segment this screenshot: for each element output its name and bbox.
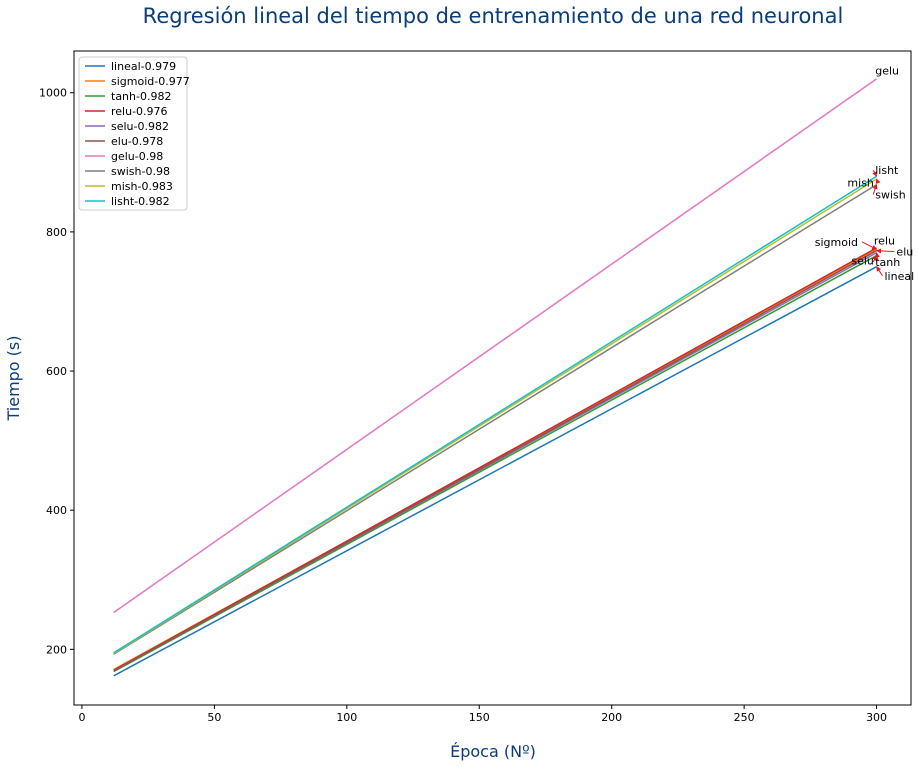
annotation-lisht: lisht xyxy=(875,164,899,177)
x-axis-label: Época (Nº) xyxy=(450,742,536,761)
annotation-arrow-mish xyxy=(875,178,881,185)
series-line-elu xyxy=(113,250,877,672)
legend-entry-elu: elu-0.978 xyxy=(111,135,163,148)
annotation-elu: elu xyxy=(896,246,913,259)
annotation-mish: mish xyxy=(847,177,874,190)
annotation-arrow-lineal xyxy=(876,266,883,277)
legend-entry-swish: swish-0.98 xyxy=(111,165,170,178)
annotation-arrow-lisht xyxy=(872,169,878,177)
y-tick-label: 400 xyxy=(46,504,67,517)
y-tick-label: 600 xyxy=(46,365,67,378)
x-tick-label: 250 xyxy=(734,711,755,724)
x-tick-label: 200 xyxy=(601,711,622,724)
annotation-arrow-sigmoid xyxy=(861,241,878,250)
x-axis: 0 50 100 150 200 250 300 xyxy=(78,705,887,724)
x-tick-label: 150 xyxy=(469,711,490,724)
annotation-relu: relu xyxy=(874,234,895,247)
annotation-swish: swish xyxy=(875,188,906,201)
x-tick-label: 300 xyxy=(866,711,887,724)
annotation-tanh: tanh xyxy=(875,256,900,269)
y-tick-label: 800 xyxy=(46,226,67,239)
legend-entry-sigmoid: sigmoid-0.977 xyxy=(111,75,190,88)
annotation-gelu: gelu xyxy=(875,65,899,78)
series-line-gelu xyxy=(113,78,877,614)
x-tick-label: 50 xyxy=(207,711,221,724)
series-line-lisht xyxy=(113,175,877,654)
annotation-arrow-selu xyxy=(874,252,880,261)
series-line-relu xyxy=(113,247,877,671)
annotation-arrow-tanh xyxy=(872,255,878,263)
legend-entry-lineal: lineal-0.979 xyxy=(111,60,176,73)
y-axis-label: Tiempo (s) xyxy=(4,335,23,421)
y-tick-label: 1000 xyxy=(39,87,67,100)
legend-box xyxy=(78,56,188,211)
series-line-swish xyxy=(113,183,877,655)
annotation-lineal: lineal xyxy=(885,270,915,283)
annotation-arrow-elu xyxy=(876,248,895,254)
legend-entry-tanh: tanh-0.982 xyxy=(111,90,171,103)
x-tick-label: 0 xyxy=(78,711,85,724)
series-line-mish xyxy=(113,178,877,655)
legend: lineal-0.979 sigmoid-0.977 tanh-0.982 relu-… xyxy=(78,56,190,211)
plot-frame xyxy=(73,50,912,706)
legend-entry-lisht: lisht-0.982 xyxy=(111,195,170,208)
series-line-tanh xyxy=(113,254,877,673)
y-tick-label: 200 xyxy=(46,643,67,656)
chart-title: Regresión lineal del tiempo de entrenami… xyxy=(143,4,844,28)
annotation-sigmoid: sigmoid xyxy=(815,236,858,249)
series-line-lineal xyxy=(113,266,877,677)
legend-entry-mish: mish-0.983 xyxy=(111,180,173,193)
legend-entry-relu: relu-0.976 xyxy=(111,105,168,118)
y-axis: 200 400 600 800 1000 xyxy=(39,87,74,656)
annotation-arrow-swish xyxy=(872,184,878,195)
x-tick-label: 100 xyxy=(336,711,357,724)
legend-entry-selu: selu-0.982 xyxy=(111,120,169,133)
annotation-selu: selu xyxy=(851,255,874,268)
legend-entry-gelu: gelu-0.98 xyxy=(111,150,163,163)
series-lines xyxy=(113,78,877,677)
